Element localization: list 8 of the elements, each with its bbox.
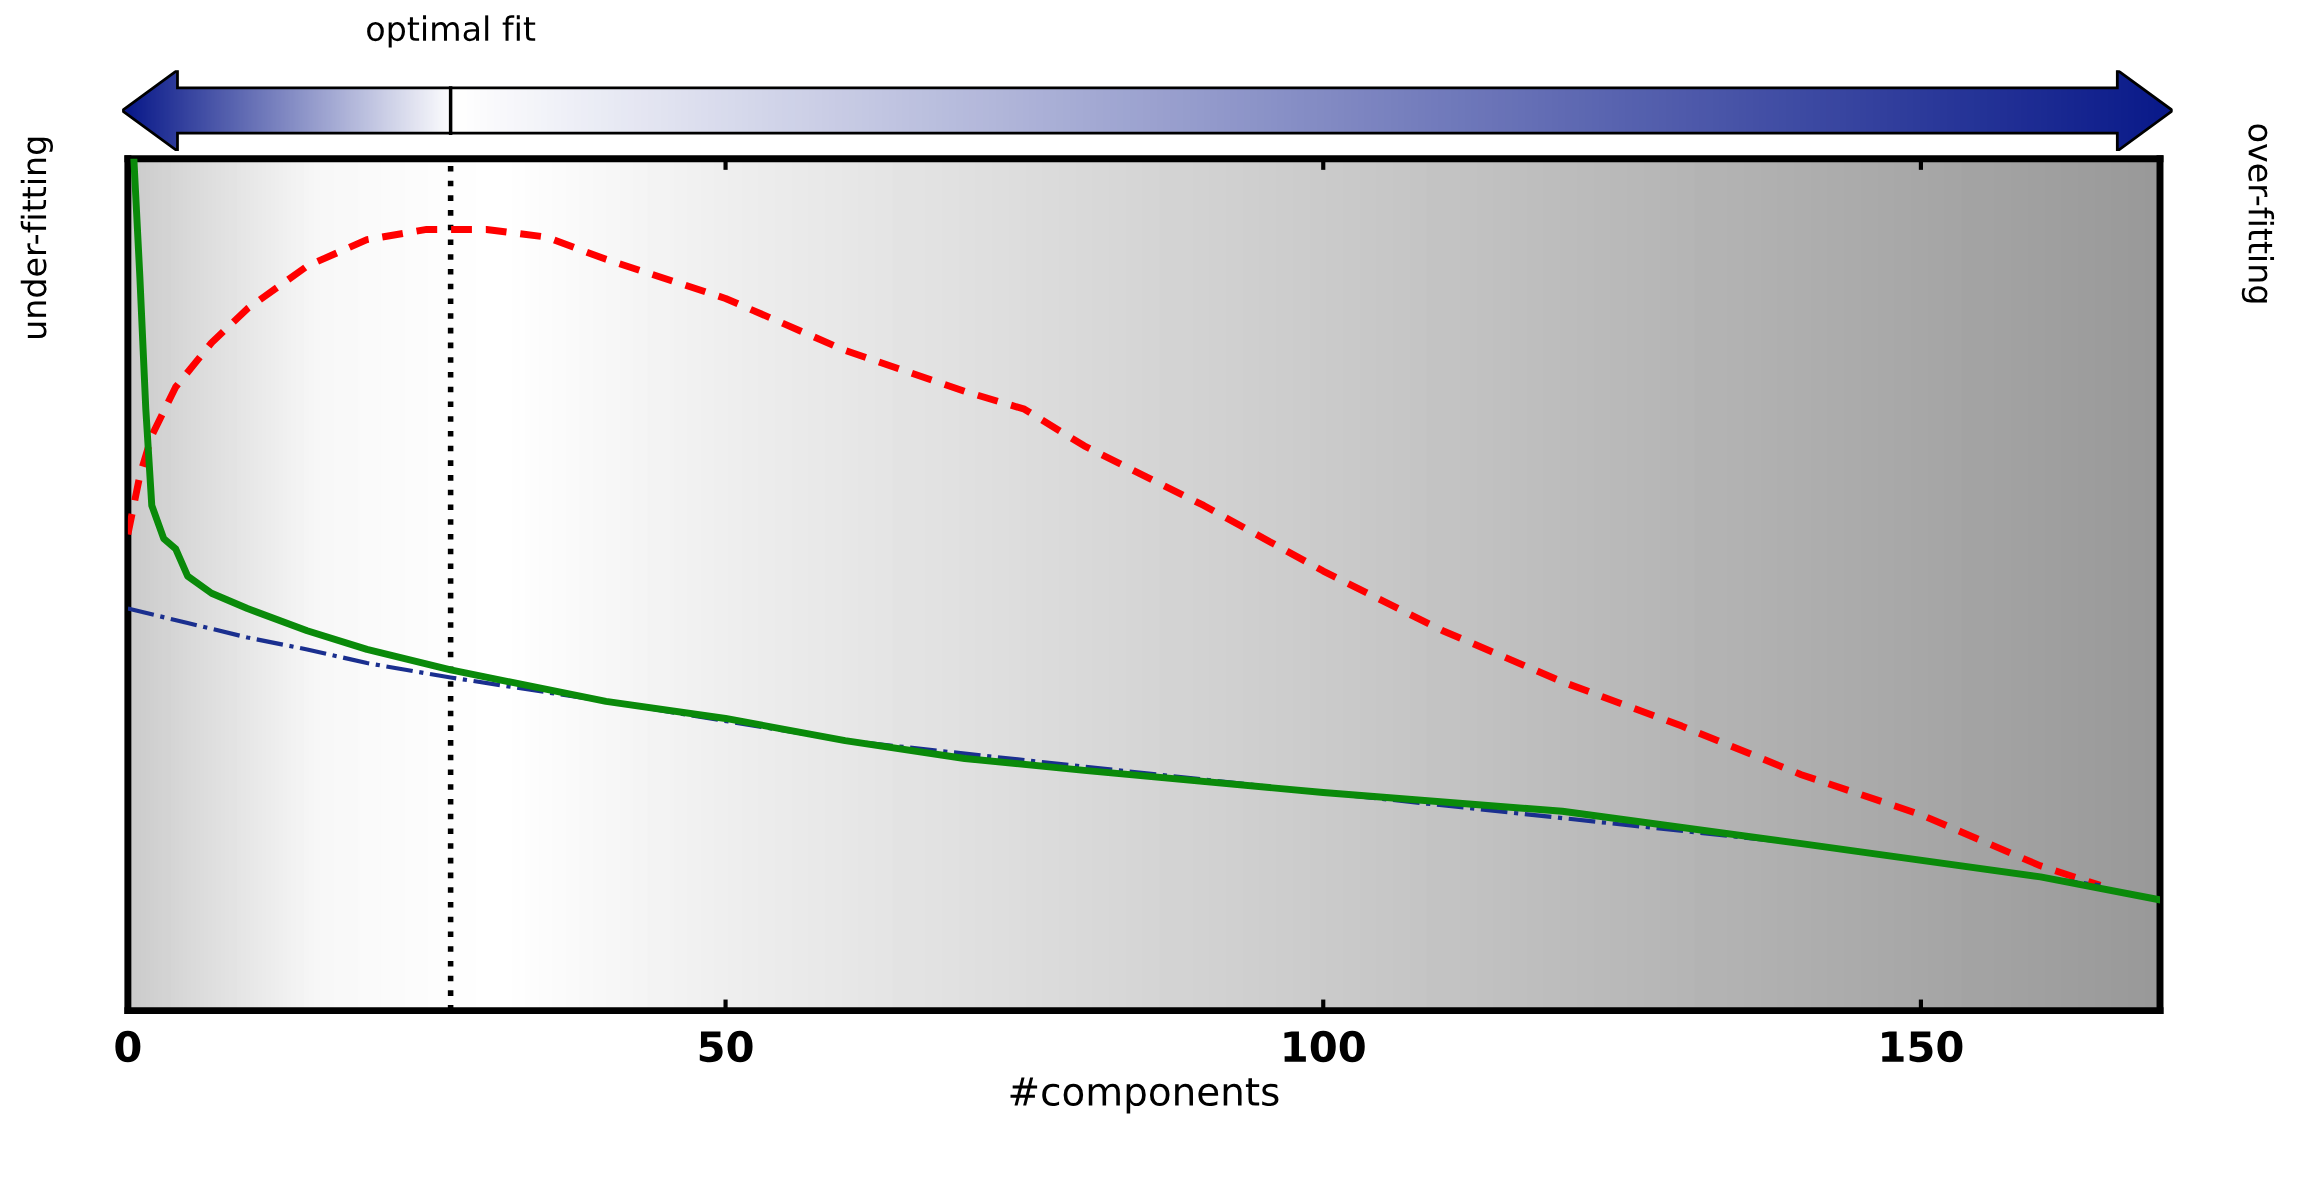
text: under-fitting: [20, 137, 53, 339]
x-tick-label: 50: [699, 1030, 753, 1063]
x-tick-label: 150: [1882, 1030, 1963, 1063]
text: over-fitting: [2241, 124, 2275, 303]
x-tick-label: 100: [1284, 1030, 1365, 1063]
x-tick-label: 0: [115, 1030, 141, 1063]
x-axis-title: #components: [1010, 1077, 1279, 1114]
text: optimal fit: [367, 15, 536, 48]
